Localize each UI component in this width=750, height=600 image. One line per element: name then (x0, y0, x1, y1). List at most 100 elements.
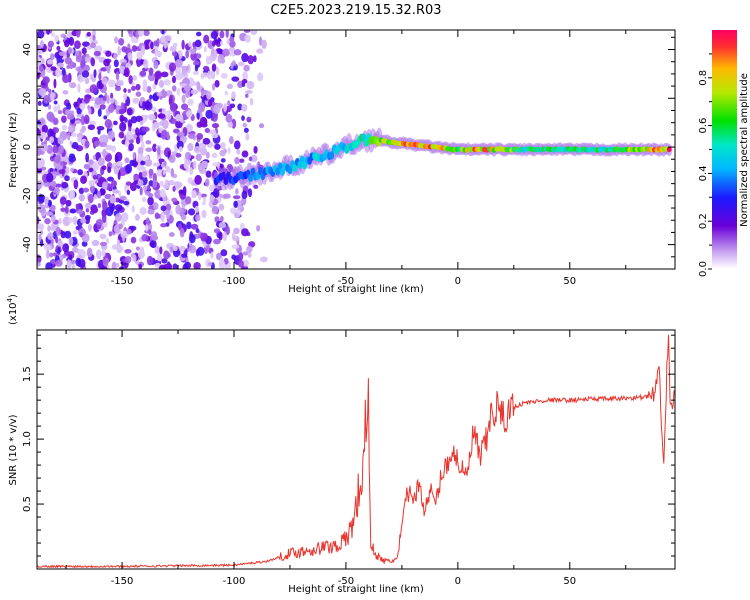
spectrogram-noise-cell (181, 39, 185, 50)
spectrogram-noise-cell (109, 97, 115, 104)
spectrogram-noise-cell (213, 104, 221, 114)
spectrogram-noise-cell (49, 205, 56, 212)
spectrogram-noise-cell (185, 159, 192, 165)
spectrogram-noise-cell (143, 58, 149, 69)
spectrogram-noise-cell (81, 47, 87, 55)
spectrogram-noise-cell (114, 85, 122, 92)
spectrogram-noise-cell (153, 60, 159, 70)
spectrogram-noise-cell (243, 30, 251, 33)
spectrogram-noise-cell (158, 158, 165, 163)
spectrogram-noise-cell (207, 70, 213, 80)
spectrogram-noise-cell (107, 79, 116, 88)
snr-y-ticks: 0.5 1.0 1.5 (22, 334, 675, 557)
spectrogram-noise-cell (256, 224, 261, 232)
spectrogram-noise-cell (236, 149, 241, 155)
spectrogram-noise-cell (54, 35, 59, 43)
spectrogram-noise-cell (127, 52, 133, 61)
spec-y-tick-label: -40 (22, 236, 33, 252)
spectrogram-noise-cell (80, 59, 85, 69)
spectrogram-noise-cell (145, 217, 150, 226)
spectrogram-noise-cell (109, 195, 117, 204)
spectrogram-noise-cell (141, 196, 147, 202)
spectrogram-noise-cell (153, 202, 159, 210)
spectrogram-noise-cell (38, 64, 44, 72)
spec-x-tick-label: -50 (338, 276, 354, 287)
spectrogram-panel: -150 -100 -50 0 50 -40 -20 0 20 40 Height of str… (8, 29, 676, 295)
spectrogram-noise-cell (233, 200, 238, 208)
spectrogram-noise-cell (122, 235, 126, 243)
spectrogram-noise-cell (154, 71, 162, 79)
spectrogram-noise-cell (174, 181, 183, 188)
spectrogram-noise-cell (242, 71, 248, 81)
spectrogram-noise-cell (73, 101, 79, 108)
spectrogram-noise-cell (261, 39, 267, 50)
spectrogram-noise-cell (211, 45, 215, 56)
spectrogram-noise-cell (75, 55, 83, 63)
spectrogram-noise-cell (213, 187, 220, 198)
spectrogram-noise-cell (238, 158, 245, 163)
spectrogram-noise-cell (66, 31, 73, 39)
spectrogram-noise-cell (147, 196, 154, 206)
spectrogram-noise-cell (207, 99, 213, 108)
snr-x-ticks: -150 -100 -50 0 50 (65, 330, 627, 587)
spectrogram-noise-cell (213, 238, 221, 245)
spectrogram-noise-cell (194, 205, 200, 213)
spectrogram-noise-cell (139, 186, 143, 196)
spectrogram-noise-cell (117, 45, 121, 56)
spectrogram-noise-cell (241, 104, 248, 112)
spectrogram-noise-cell (194, 39, 202, 48)
spectrogram-noise-cell (196, 246, 205, 256)
spectrogram-noise-cell (187, 143, 194, 152)
spectrogram-noise-cell (146, 85, 152, 93)
spectrogram-noise-cell (37, 70, 41, 79)
spectrogram-noise-cell (164, 35, 172, 42)
spectrogram-noise-cell (234, 156, 240, 165)
spectrogram-noise-cell (50, 238, 54, 245)
spectrogram-noise-cell (47, 40, 55, 48)
spectrogram-noise-cell (220, 249, 228, 257)
spectrogram-noise-cell (79, 103, 86, 110)
spectrogram-noise-cell (153, 40, 159, 47)
spectrogram-noise-cell (206, 244, 210, 250)
spectrogram-noise-cell (135, 91, 142, 97)
spectrogram-noise-cell (87, 124, 96, 131)
spectrogram-noise-cell (241, 190, 248, 200)
snr-x-label: Height of straight line (km) (288, 584, 424, 595)
spectrogram-noise-cell (187, 63, 191, 74)
spectrogram-noise-cell (68, 60, 75, 70)
spectrogram-x-label: Height of straight line (km) (288, 284, 424, 295)
spectrogram-noise-cell (200, 147, 207, 156)
spectrogram-noise-cell (57, 136, 64, 145)
spectrogram-noise-cell (160, 130, 167, 140)
spectrogram-noise-cell (227, 100, 231, 107)
spectrogram-noise-cell (163, 160, 167, 167)
spectrogram-noise-cell (37, 30, 45, 39)
spectrogram-noise-cell (161, 212, 165, 221)
spectrogram-noise-cell (40, 144, 49, 152)
spectrogram-noise-cell (95, 249, 102, 260)
spectrogram-noise-cell (105, 237, 110, 245)
spectrogram-noise-cell (191, 189, 197, 199)
spectrogram-noise-cell (182, 89, 186, 94)
spectrogram-noise-cell (131, 45, 138, 52)
spectrogram-ridge-cell (361, 133, 367, 142)
spectrogram-noise-cell (88, 107, 92, 115)
spectrogram-noise-cell (118, 37, 125, 46)
spectrogram-noise-cell (127, 30, 133, 34)
spectrogram-noise-cell (222, 231, 228, 242)
spectrogram-noise-cell (197, 109, 203, 114)
spectrogram-noise-cell (178, 189, 184, 195)
spectrogram-noise-cell (57, 110, 63, 115)
spectrogram-noise-cell (250, 154, 258, 163)
spectrogram-noise-cell (187, 177, 194, 184)
spectrogram-noise-cell (197, 192, 202, 201)
spectrogram-noise-cell (135, 213, 140, 221)
spectrogram-noise-cell (145, 147, 153, 152)
spectrogram-noise-cell (81, 70, 90, 78)
spectrogram-noise-cell (73, 40, 81, 49)
spectrogram-noise-cell (169, 118, 177, 124)
spectrogram-noise-cell (106, 95, 110, 104)
spectrogram-noise-cell (84, 140, 90, 149)
spectrogram-noise-cell (37, 100, 42, 107)
